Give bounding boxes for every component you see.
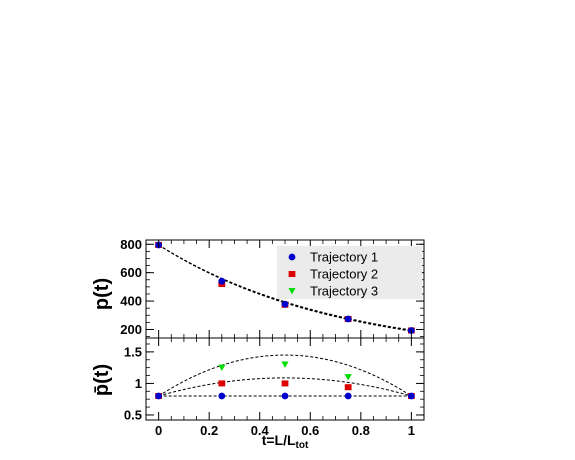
bottom-point-series2-4	[344, 384, 352, 391]
bottom-data-points	[155, 361, 415, 400]
top-point-series1-2	[218, 277, 226, 285]
legend: Trajectory 1 Trajectory 2 Trajectory 3	[277, 246, 422, 299]
bottom-point-series3-4	[344, 374, 352, 381]
legend-marker-3	[288, 288, 296, 295]
top-fit-curve-3	[158, 244, 412, 331]
bottom-y-axis-label: p̄(t)	[91, 364, 113, 396]
bottom-panel: 0.5 1 1.5 0 0.2 0.4 0.6 0.8 1 p̄(t) t=L/Ltot	[91, 337, 425, 451]
legend-entry-3: Trajectory 3	[310, 284, 378, 299]
bottom-y-tick-label: 0.5	[124, 407, 142, 422]
bottom-x-axis: 0 0.2 0.4 0.6 0.8 1	[145, 338, 425, 438]
top-x-ticks	[145, 240, 425, 338]
x-tick-label: 0.6	[301, 423, 319, 438]
top-y-axis: 200 400 600 800	[120, 237, 424, 337]
top-y-axis-label: p(t)	[91, 278, 113, 310]
x-axis-label-subscript: tot	[296, 440, 309, 451]
legend-entry-2: Trajectory 2	[310, 267, 378, 282]
bottom-fit-curve-3	[158, 354, 412, 397]
bottom-point-series1-5	[407, 392, 415, 400]
top-point-series1-3	[281, 300, 289, 308]
bottom-point-series3-3	[281, 361, 289, 368]
bottom-point-series1-3	[281, 392, 289, 400]
bottom-y-axis: 0.5 1 1.5	[124, 343, 424, 422]
bottom-point-series1-1	[155, 392, 163, 400]
x-axis-label: t=L/Ltot	[262, 432, 309, 451]
x-axis-label-main: t=L/L	[262, 432, 296, 448]
bottom-point-series2-2	[218, 380, 226, 387]
x-tick-label: 0.2	[200, 423, 218, 438]
bottom-point-series1-4	[344, 392, 352, 400]
bottom-point-series2-3	[281, 380, 289, 387]
bottom-fit-curve-2	[158, 377, 412, 397]
legend-marker-2	[288, 271, 296, 277]
top-y-tick-label: 200	[120, 322, 142, 337]
top-fit-curve-1	[158, 244, 412, 332]
bottom-point-series3-2	[218, 364, 226, 372]
legend-box	[277, 246, 422, 299]
top-fit-curves	[158, 244, 412, 332]
top-fit-curve-2	[158, 244, 412, 332]
legend-marker-1	[288, 253, 296, 261]
bottom-y-tick-label: 1.5	[124, 344, 142, 359]
x-tick-label: 1	[408, 423, 415, 438]
x-tick-label: 0	[155, 423, 162, 438]
top-y-tick-label: 800	[120, 237, 142, 252]
bottom-y-tick-label: 1	[135, 376, 142, 391]
bottom-point-series1-2	[218, 392, 226, 400]
top-point-series1-4	[344, 315, 352, 323]
bottom-fit-curves	[158, 354, 412, 397]
legend-entry-1: Trajectory 1	[310, 250, 378, 265]
x-tick-label: 0.4	[251, 423, 270, 438]
top-y-tick-label: 400	[120, 294, 142, 309]
top-y-tick-label: 600	[120, 265, 142, 280]
x-tick-label: 0.8	[352, 423, 370, 438]
